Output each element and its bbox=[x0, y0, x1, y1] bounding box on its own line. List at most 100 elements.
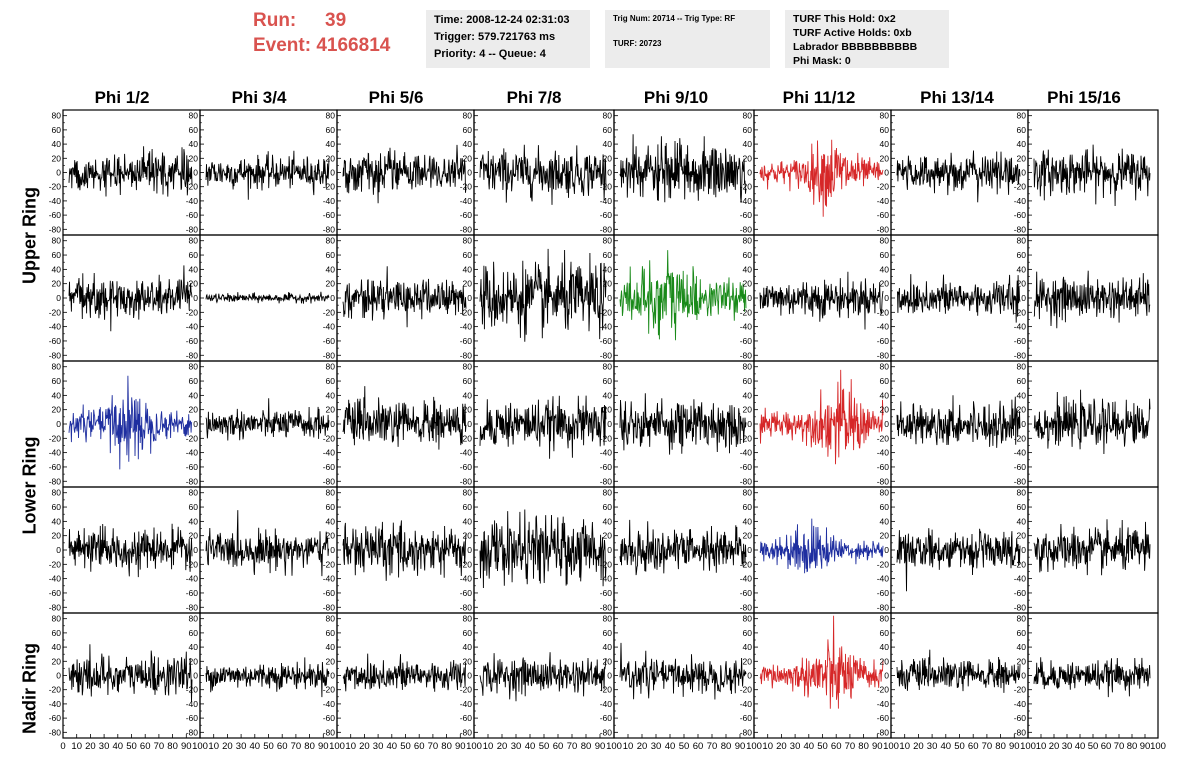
y-tick-label: 60 bbox=[1017, 125, 1027, 135]
y-tick-label: -60 bbox=[1014, 210, 1027, 220]
y-tick-label: 60 bbox=[189, 376, 199, 386]
y-tick-label: 0 bbox=[884, 293, 889, 303]
y-tick-label: 60 bbox=[603, 376, 613, 386]
y-tick-label: 80 bbox=[603, 111, 613, 121]
y-tick-label: 0 bbox=[1021, 168, 1026, 178]
y-tick-label: -20 bbox=[740, 559, 753, 569]
y-tick-label: 20 bbox=[52, 656, 62, 666]
y-tick-label: -60 bbox=[186, 713, 199, 723]
y-tick-label: 80 bbox=[326, 111, 336, 121]
y-tick-label: 60 bbox=[189, 628, 199, 638]
y-tick-label: 60 bbox=[52, 250, 62, 260]
y-tick-label: 80 bbox=[603, 236, 613, 246]
waveform-r1-c5 bbox=[619, 134, 747, 203]
y-tick-label: 80 bbox=[743, 236, 753, 246]
y-tick-label: 0 bbox=[1021, 545, 1026, 555]
y-tick-label: -80 bbox=[1014, 602, 1027, 612]
y-tick-label: -40 bbox=[186, 322, 199, 332]
x-tick-label: 60 bbox=[140, 741, 151, 752]
y-tick-label: -80 bbox=[1014, 350, 1027, 360]
waveform-r5-c4 bbox=[479, 652, 607, 702]
y-tick-label: 80 bbox=[52, 236, 62, 246]
y-tick-label: 0 bbox=[330, 671, 335, 681]
y-tick-label: -40 bbox=[1014, 699, 1027, 709]
y-tick-label: 40 bbox=[1017, 139, 1027, 149]
waveform-r4-c7 bbox=[896, 528, 1021, 592]
x-tick-label: 90 bbox=[1009, 741, 1020, 752]
y-tick-label: 60 bbox=[326, 125, 336, 135]
x-tick-label: 30 bbox=[790, 741, 801, 752]
x-tick-label: 40 bbox=[1075, 741, 1086, 752]
y-tick-label: -20 bbox=[600, 559, 613, 569]
y-tick-label: 60 bbox=[743, 376, 753, 386]
y-tick-label: -40 bbox=[323, 699, 336, 709]
x-tick-label: 10 bbox=[208, 741, 219, 752]
y-tick-label: -80 bbox=[49, 224, 62, 234]
y-tick-label: 60 bbox=[1017, 628, 1027, 638]
y-tick-label: 20 bbox=[603, 656, 613, 666]
y-tick-label: 40 bbox=[743, 516, 753, 526]
y-tick-label: -40 bbox=[460, 699, 473, 709]
y-tick-label: -20 bbox=[1014, 433, 1027, 443]
y-tick-label: 0 bbox=[56, 671, 61, 681]
waveform-r4-c2 bbox=[205, 510, 330, 577]
x-tick-label: 80 bbox=[441, 741, 452, 752]
y-tick-label: 40 bbox=[603, 139, 613, 149]
x-tick-label: 40 bbox=[665, 741, 676, 752]
y-tick-label: 40 bbox=[743, 390, 753, 400]
y-tick-label: -80 bbox=[1014, 224, 1027, 234]
y-tick-label: -80 bbox=[49, 476, 62, 486]
y-tick-label: -80 bbox=[877, 350, 890, 360]
x-tick-label: 20 bbox=[359, 741, 370, 752]
x-tick-label: 40 bbox=[250, 741, 261, 752]
x-tick-label: 60 bbox=[277, 741, 288, 752]
y-tick-label: 20 bbox=[463, 405, 473, 415]
y-tick-label: -60 bbox=[460, 462, 473, 472]
y-tick-label: 40 bbox=[603, 642, 613, 652]
y-tick-label: 0 bbox=[747, 671, 752, 681]
waveform-r3-c7 bbox=[896, 395, 1021, 448]
y-tick-label: 80 bbox=[463, 111, 473, 121]
x-tick-label: 80 bbox=[858, 741, 869, 752]
y-tick-label: -60 bbox=[323, 713, 336, 723]
x-tick-label: 100 bbox=[329, 741, 345, 752]
x-tick-label: 10 bbox=[899, 741, 910, 752]
y-tick-label: 60 bbox=[1017, 502, 1027, 512]
x-tick-label: 30 bbox=[651, 741, 662, 752]
y-tick-label: -80 bbox=[877, 727, 890, 737]
y-tick-label: 80 bbox=[189, 614, 199, 624]
y-tick-label: 20 bbox=[326, 531, 336, 541]
y-tick-label: 80 bbox=[189, 236, 199, 246]
trig-num-box: Trig Num: 20714 -- Trig Type: RF TURF: 2… bbox=[605, 10, 770, 68]
y-tick-label: 0 bbox=[330, 419, 335, 429]
y-tick-label: -20 bbox=[740, 307, 753, 317]
y-tick-label: -80 bbox=[740, 350, 753, 360]
waveform-r1-c1 bbox=[68, 146, 193, 197]
y-tick-label: 40 bbox=[52, 516, 62, 526]
y-tick-label: -20 bbox=[740, 182, 753, 192]
y-tick-label: -40 bbox=[186, 448, 199, 458]
y-tick-label: 60 bbox=[743, 125, 753, 135]
y-tick-label: 20 bbox=[463, 531, 473, 541]
labrador-text: Labrador BBBBBBBBBB bbox=[793, 41, 918, 53]
y-tick-label: -20 bbox=[186, 182, 199, 192]
run-label: Run: bbox=[253, 10, 297, 31]
y-tick-label: -20 bbox=[600, 182, 613, 192]
y-tick-label: 20 bbox=[463, 153, 473, 163]
x-tick-label: 100 bbox=[466, 741, 482, 752]
y-tick-label: -80 bbox=[323, 727, 336, 737]
y-tick-label: -60 bbox=[460, 713, 473, 723]
y-tick-label: 20 bbox=[1017, 153, 1027, 163]
y-tick-label: 20 bbox=[603, 531, 613, 541]
y-tick-label: -20 bbox=[1014, 685, 1027, 695]
waveform-r4-c8 bbox=[1033, 519, 1151, 576]
y-tick-label: 60 bbox=[463, 628, 473, 638]
y-tick-label: -60 bbox=[877, 462, 890, 472]
x-tick-label: 40 bbox=[525, 741, 536, 752]
y-tick-label: -20 bbox=[323, 182, 336, 192]
y-tick-label: -60 bbox=[460, 588, 473, 598]
y-tick-label: 80 bbox=[52, 488, 62, 498]
x-tick-label: 90 bbox=[1140, 741, 1151, 752]
phi-title-8: Phi 15/16 bbox=[1047, 88, 1121, 107]
waveform-r1-c4 bbox=[479, 144, 607, 205]
